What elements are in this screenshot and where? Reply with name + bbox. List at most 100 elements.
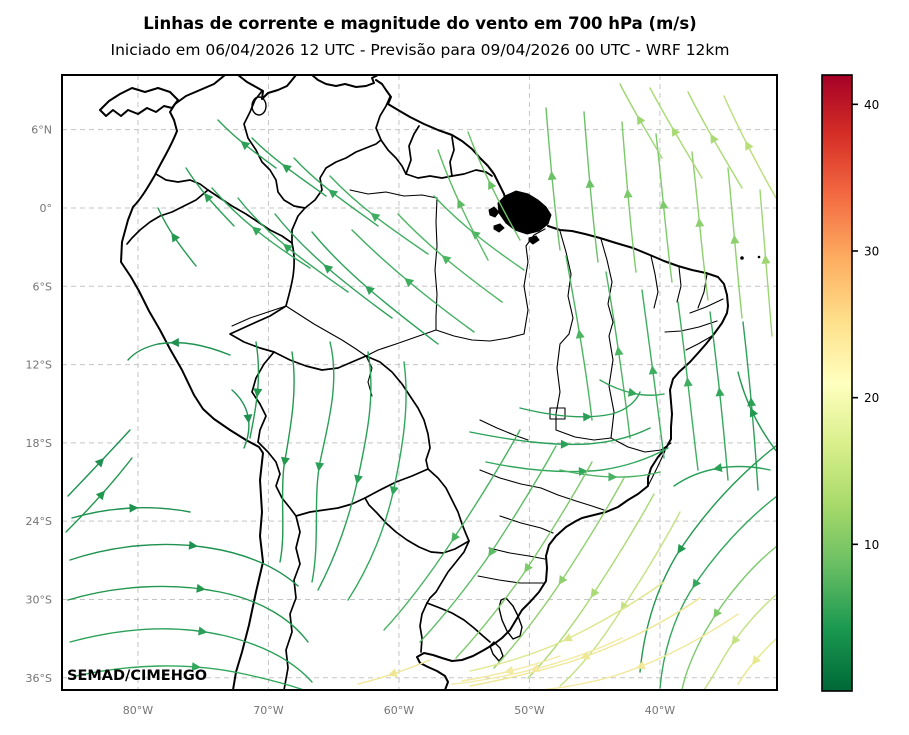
- flow-arrow: [457, 198, 466, 209]
- flow-arrow: [204, 192, 214, 203]
- flow-arrow: [129, 503, 139, 513]
- streamline: [659, 495, 777, 689]
- streamline: [311, 231, 439, 345]
- streamline: [519, 391, 641, 418]
- island-dot: [757, 255, 761, 259]
- state-border: [610, 437, 672, 453]
- river-delta-landmass: [528, 235, 540, 245]
- country-border: [273, 351, 431, 470]
- flow-arrow: [712, 463, 723, 473]
- flow-arrow: [451, 532, 461, 543]
- flow-arrow: [745, 140, 754, 151]
- country-border: [419, 602, 428, 653]
- y-tick-label: 24°S: [26, 515, 52, 528]
- flow-arrow: [730, 234, 740, 244]
- flow-arrow: [695, 217, 705, 227]
- flow-arrow: [623, 188, 633, 198]
- flow-arrow: [315, 462, 325, 472]
- streamline: [455, 461, 593, 659]
- streamline: [727, 167, 743, 319]
- state-border: [549, 407, 566, 420]
- streamline: [437, 149, 489, 261]
- flow-arrow: [648, 365, 658, 375]
- lake-outline: [489, 641, 504, 662]
- y-tick-label: 0°: [40, 202, 53, 215]
- country-border: [251, 351, 275, 443]
- watermark-label: SEMAD/CIMEHGO: [67, 668, 207, 684]
- country-border: [364, 497, 470, 554]
- basemap-layer: [99, 75, 761, 690]
- flow-arrow: [95, 490, 106, 501]
- country-border: [257, 441, 297, 517]
- state-border: [647, 450, 666, 487]
- coastline: [311, 75, 379, 88]
- country-border: [405, 173, 453, 179]
- streamlines-layer: [65, 83, 777, 690]
- flow-arrow: [404, 277, 415, 288]
- river-delta-landmass: [493, 223, 505, 233]
- flow-arrow: [283, 243, 293, 253]
- state-border: [349, 189, 438, 199]
- flow-arrow: [580, 651, 591, 660]
- streamline: [469, 581, 665, 672]
- flow-arrow: [558, 575, 568, 586]
- state-border: [664, 320, 718, 333]
- flow-arrow: [636, 115, 646, 126]
- country-border: [375, 96, 391, 141]
- flow-arrow: [614, 346, 624, 356]
- flow-arrow: [683, 377, 693, 387]
- streamline: [469, 427, 651, 446]
- country-border: [283, 515, 301, 690]
- streamline: [541, 613, 739, 690]
- figure-title: Linhas de corrente e magnitude do vento …: [143, 14, 696, 33]
- flow-arrow: [524, 562, 533, 573]
- state-border: [231, 305, 287, 327]
- flow-arrow: [387, 668, 398, 678]
- streamline: [69, 628, 313, 683]
- coastline: [120, 75, 264, 690]
- flow-arrow: [323, 264, 334, 274]
- streamline: [527, 493, 655, 679]
- state-border: [488, 547, 546, 560]
- streamline: [545, 107, 561, 251]
- flow-arrow: [354, 474, 363, 485]
- country-border: [155, 173, 209, 191]
- flow-arrow: [530, 663, 540, 673]
- colorbar-tick-label: 40: [864, 98, 879, 112]
- flow-arrow: [692, 578, 702, 589]
- y-tick-label: 30°S: [26, 593, 52, 606]
- streamline: [709, 311, 729, 481]
- state-border: [499, 515, 554, 534]
- flow-arrow: [188, 540, 199, 550]
- streamline: [419, 445, 557, 643]
- country-border: [449, 136, 455, 177]
- streamline: [383, 429, 521, 631]
- state-border: [689, 298, 724, 314]
- state-border: [685, 335, 713, 351]
- plot-frame: [61, 74, 778, 691]
- state-border: [608, 335, 615, 439]
- streamline: [639, 445, 777, 673]
- flow-arrow: [713, 608, 722, 619]
- streamline: [559, 511, 681, 687]
- flow-arrow: [608, 472, 618, 482]
- country-border: [426, 602, 491, 643]
- flow-arrow: [671, 126, 681, 137]
- country-border: [427, 468, 470, 542]
- flow-arrow: [715, 387, 725, 397]
- country-border: [405, 125, 420, 175]
- colorbar: 40 30 20 10: [821, 74, 879, 692]
- flow-arrow: [659, 199, 669, 209]
- flow-arrow: [251, 226, 262, 236]
- state-border: [650, 255, 659, 309]
- flow-arrow: [710, 133, 719, 144]
- streamline: [691, 151, 709, 301]
- flow-arrow: [196, 583, 206, 593]
- y-tick-label: 6°N: [31, 124, 52, 137]
- flow-arrow: [504, 665, 515, 675]
- flow-arrow: [562, 633, 573, 642]
- x-tick-label: 80°W: [123, 704, 153, 717]
- state-border: [365, 329, 437, 357]
- state-border: [479, 469, 542, 489]
- flow-arrow: [171, 232, 180, 243]
